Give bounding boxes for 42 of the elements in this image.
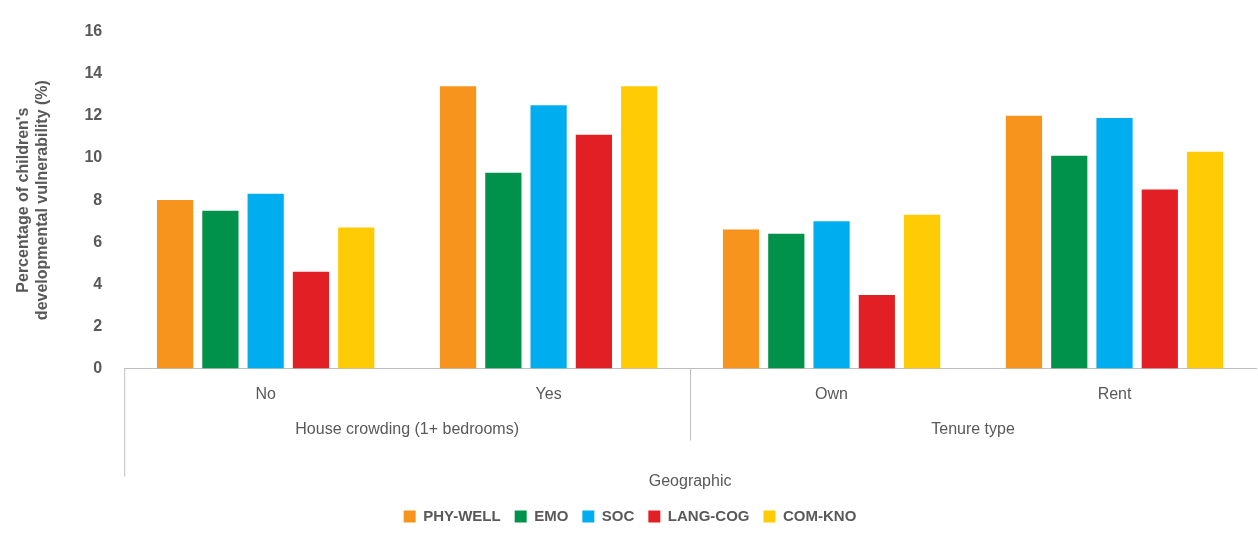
y-tick-label: 6	[93, 232, 103, 250]
y-tick-label: 8	[93, 190, 103, 208]
bar	[575, 134, 612, 369]
bar	[722, 229, 760, 369]
y-tick-label: 12	[84, 106, 103, 124]
x-tick-label: No	[255, 384, 276, 402]
legend-label: COM-KNO	[783, 506, 857, 524]
text: House crowding (1+ bedrooms)	[295, 420, 519, 438]
legend-label: SOC	[601, 506, 635, 524]
bar	[621, 86, 658, 369]
bar	[530, 105, 567, 369]
x-tick-label: Rent	[1097, 384, 1132, 402]
x-axis-title: Geographic	[648, 471, 732, 489]
bar	[485, 172, 522, 369]
bar	[1051, 155, 1088, 369]
bar	[904, 214, 941, 369]
y-axis-title: Percentage of children's developmental vulnerability (%)	[14, 80, 51, 321]
bar	[202, 210, 239, 369]
bar	[1005, 115, 1043, 369]
bar	[858, 294, 895, 369]
x-tick-label: Yes	[535, 384, 562, 402]
bar	[1141, 189, 1178, 369]
bar	[1096, 117, 1133, 369]
bar	[292, 271, 330, 369]
y-tick-label: 14	[84, 64, 103, 82]
bar	[813, 221, 850, 369]
bar	[1186, 151, 1224, 369]
y-tick-label: 2	[93, 316, 103, 334]
bar	[768, 233, 805, 369]
y-tick-label: 16	[84, 22, 103, 40]
legend-label: PHY-WELL	[423, 506, 501, 524]
y-tick-label: 0	[93, 359, 103, 377]
y-tick-label: 4	[93, 274, 103, 292]
x-tick-label: Own	[815, 384, 849, 402]
legend-label: EMO	[534, 506, 569, 524]
bar	[247, 193, 284, 369]
bar	[338, 227, 375, 369]
text: Tenure type	[931, 420, 1015, 438]
y-tick-label: 10	[84, 148, 103, 166]
bar	[157, 200, 194, 369]
bar	[439, 86, 477, 369]
legend-label: LANG-COG	[667, 506, 750, 524]
